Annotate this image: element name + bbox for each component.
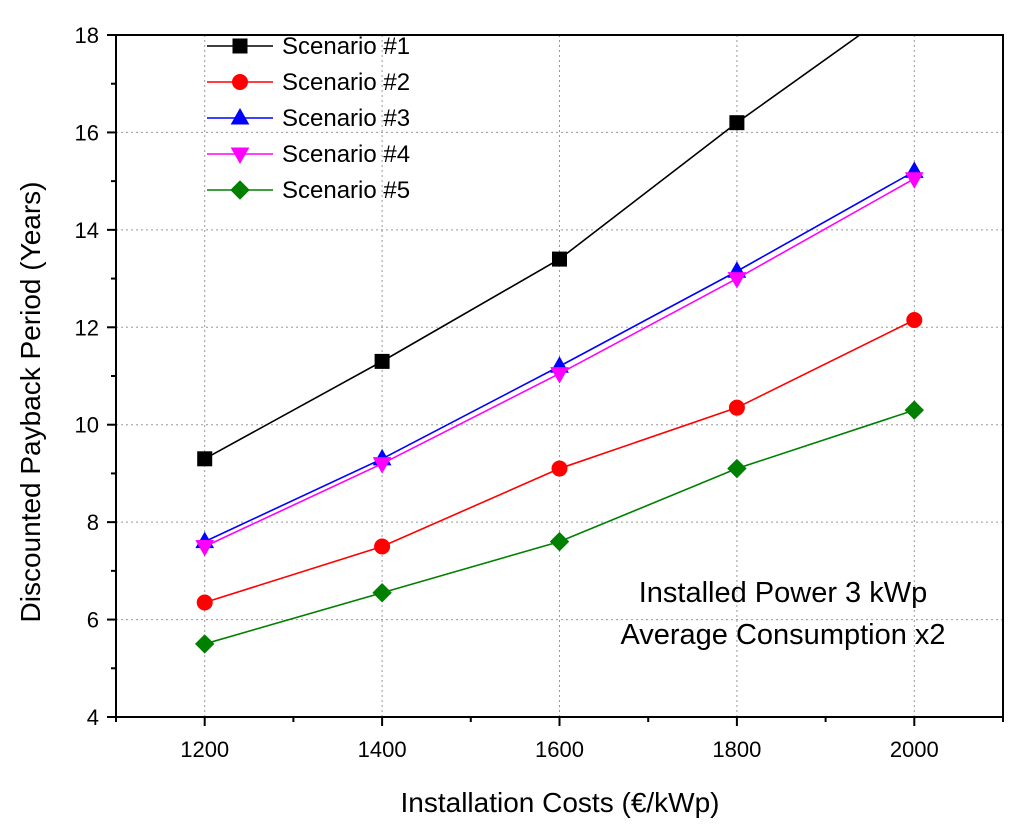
data-point-s1-x1800: [729, 115, 745, 131]
legend-label-5: Scenario #5: [282, 177, 410, 204]
legend-marker-2: [232, 74, 248, 90]
legend-label-2: Scenario #2: [282, 69, 410, 96]
legend-marker-3: [230, 107, 250, 125]
y-tick-label-8: 8: [87, 510, 99, 535]
legend-marker-5: [230, 180, 250, 200]
legend-label-4: Scenario #4: [282, 141, 410, 168]
data-point-s4-x1600: [550, 367, 569, 384]
data-point-s2-x1600: [551, 460, 568, 477]
data-point-s2-x1200: [196, 594, 213, 611]
data-point-s5-x1200: [194, 634, 215, 654]
y-tick-label-16: 16: [75, 120, 99, 145]
data-point-s5-x1800: [727, 458, 747, 479]
y-tick-label-14: 14: [75, 218, 99, 243]
data-point-s2-x2000: [906, 311, 923, 328]
y-tick-label-10: 10: [75, 413, 99, 438]
data-point-s5-x1600: [549, 531, 570, 552]
data-point-s4-x1400: [372, 457, 392, 474]
data-point-s1-x1200: [197, 451, 213, 467]
annotation-installed-power: Installed Power 3 kWp: [639, 577, 928, 609]
legend-label-1: Scenario #1: [282, 33, 410, 60]
x-tick-label-1800: 1800: [712, 737, 761, 762]
y-tick-label-18: 18: [75, 23, 99, 48]
legend-label-3: Scenario #3: [282, 105, 410, 132]
data-point-s2-x1400: [374, 538, 391, 555]
data-point-s2-x1800: [728, 399, 745, 416]
y-tick-label-6: 6: [87, 608, 99, 633]
data-point-s5-x1400: [372, 583, 392, 603]
x-tick-label-2000: 2000: [890, 737, 939, 762]
data-point-s4-x1200: [195, 540, 215, 557]
legend-marker-1: [232, 38, 248, 54]
data-point-s4-x1800: [727, 272, 747, 289]
legend: Scenario #1 Scenario #2 Scenario #3 Scenari…: [207, 33, 410, 204]
x-tick-label-1600: 1600: [535, 737, 584, 762]
y-tick-label-12: 12: [75, 315, 99, 340]
x-tick-label-1400: 1400: [358, 737, 407, 762]
data-point-s5-x2000: [904, 400, 925, 420]
data-point-s1-x1400: [374, 353, 390, 369]
x-tick-label-1200: 1200: [180, 737, 229, 762]
data-point-s1-x1600: [552, 251, 567, 267]
y-tick-label-4: 4: [87, 705, 99, 730]
x-axis-title: Installation Costs (€/kWp): [401, 787, 720, 818]
data-point-s4-x2000: [904, 172, 924, 189]
legend-marker-4: [230, 147, 250, 165]
axes: 1200 1400 1600 1800 2000 4 6 8 10 12 14 16 18: [75, 23, 1004, 762]
y-axis-title: Discounted Payback Period (Years): [15, 182, 46, 623]
marker-group: [194, 115, 925, 654]
annotation-average-consumption: Average Consumption x2: [620, 619, 945, 651]
